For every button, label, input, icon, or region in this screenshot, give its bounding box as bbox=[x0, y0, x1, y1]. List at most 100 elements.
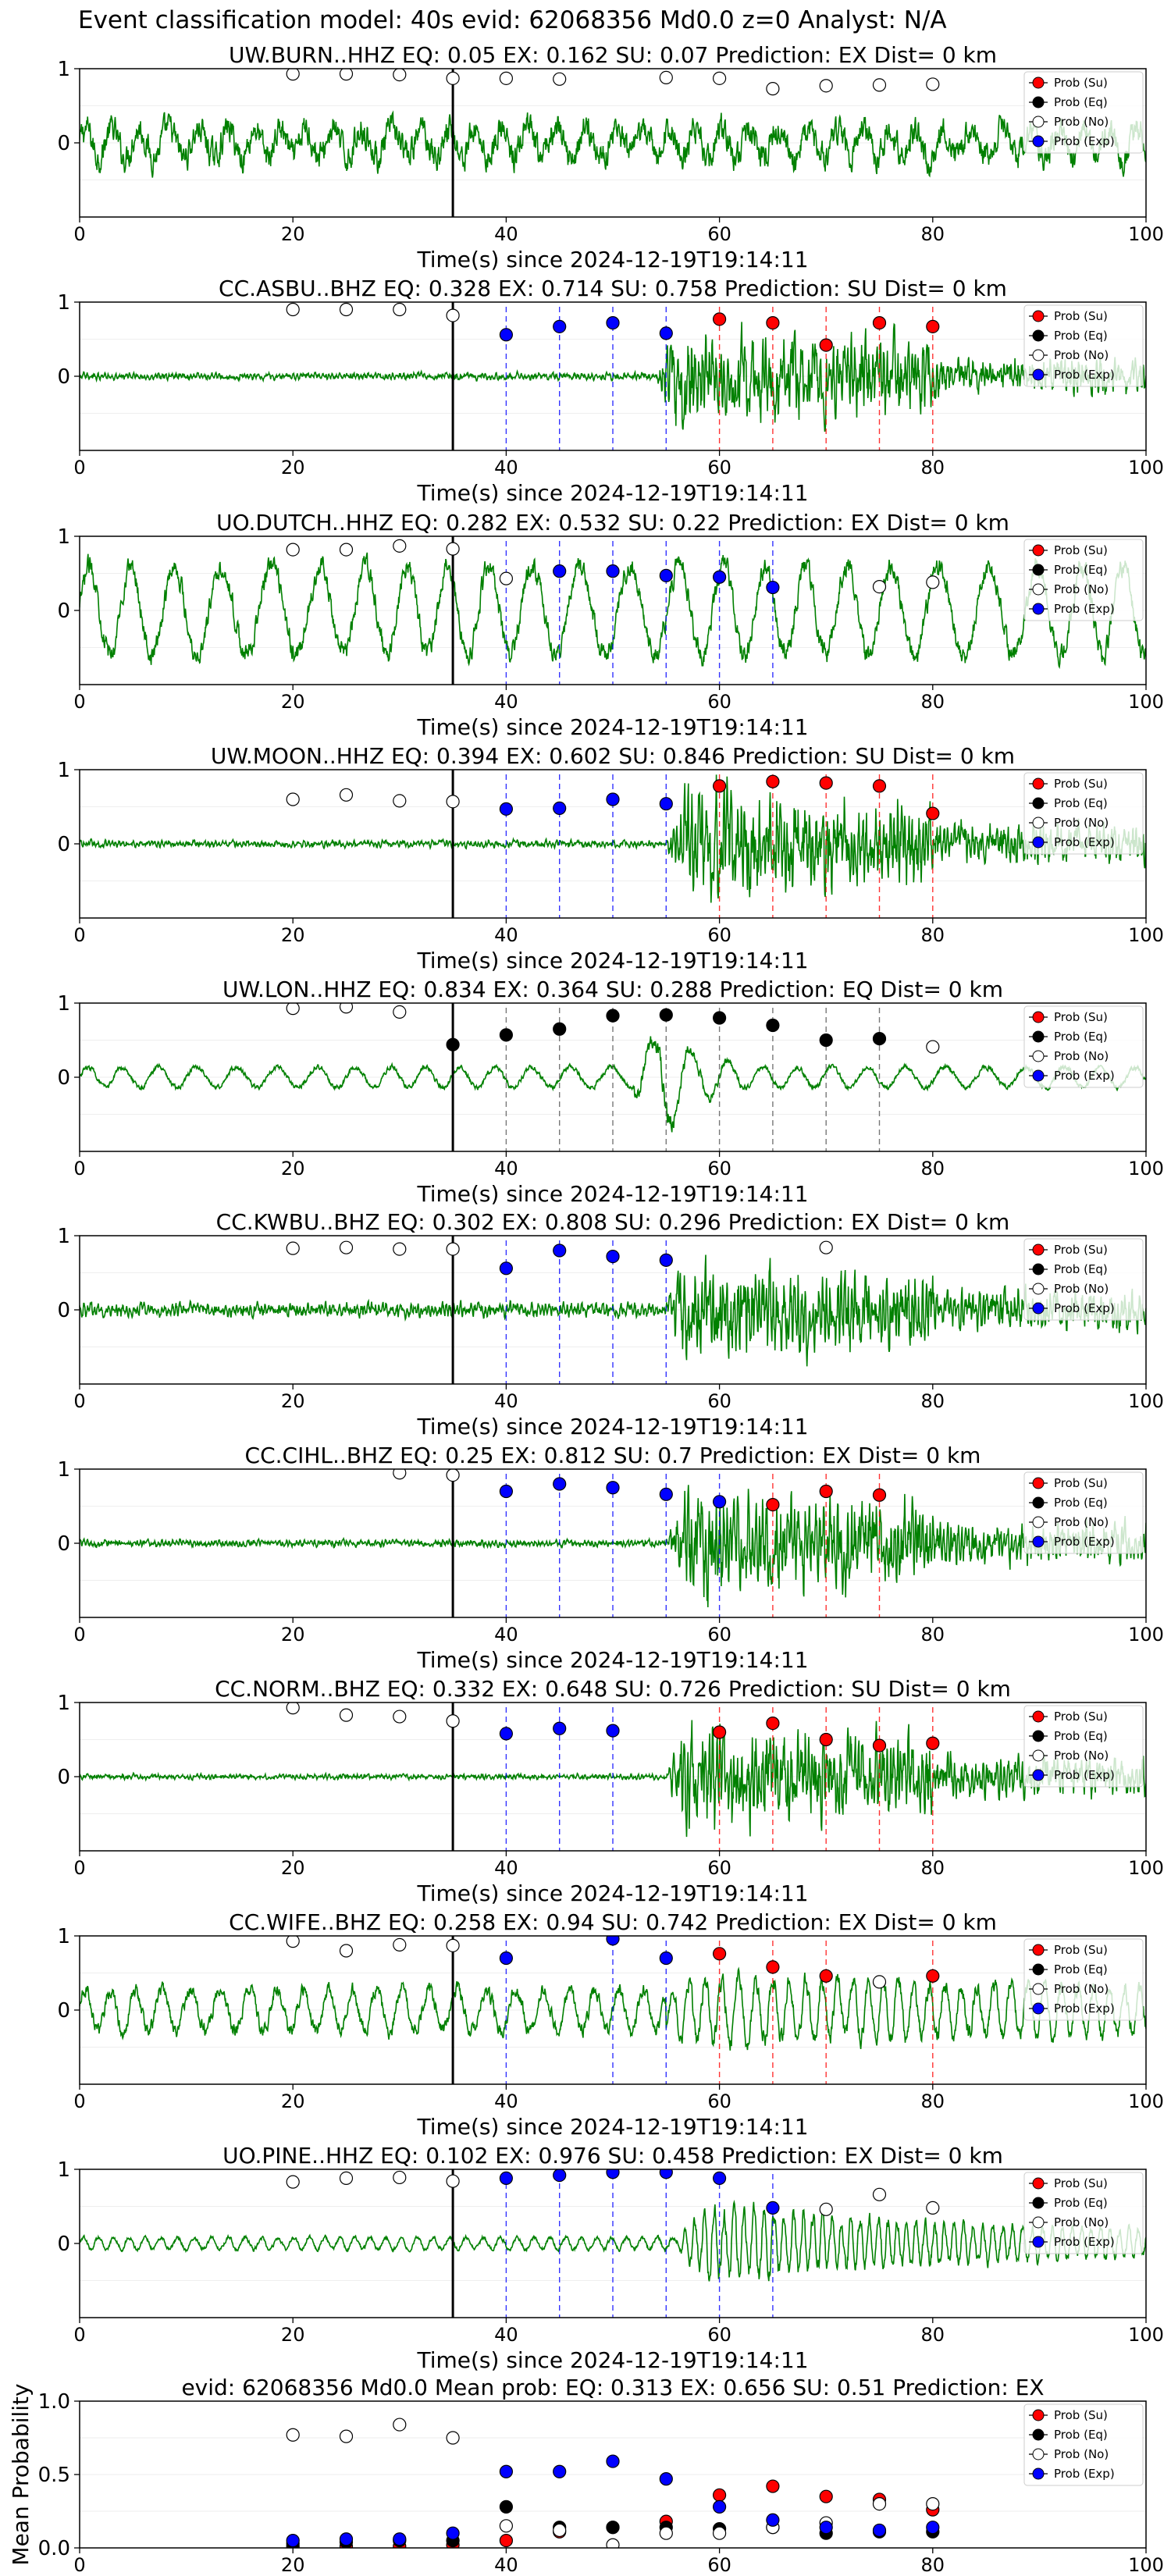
station-panel-5: 0 20 40 60 80 100 0 1 UW.LON..HHZ EQ: 0.834 EX: … bbox=[57, 977, 1163, 1207]
y-tick-label: 0 bbox=[57, 833, 70, 856]
prob-point-eq bbox=[712, 1011, 727, 1025]
prob-point-exp bbox=[659, 326, 673, 340]
prob-point-no bbox=[446, 2174, 460, 2188]
legend-label-no: Prob (No) bbox=[1054, 1049, 1109, 1063]
legend-box bbox=[1023, 2403, 1144, 2486]
legend-label-no: Prob (No) bbox=[1054, 2215, 1109, 2229]
prob-point-su bbox=[819, 1732, 833, 1747]
prob-point-no bbox=[393, 539, 407, 553]
legend-label-su: Prob (Su) bbox=[1054, 543, 1108, 557]
x-tick-label: 40 bbox=[494, 457, 518, 479]
x-tick-label: 80 bbox=[921, 457, 945, 479]
figure-suptitle: Event classification model: 40s evid: 62… bbox=[78, 6, 947, 34]
legend-marker-exp bbox=[1032, 1069, 1045, 1082]
plot-area bbox=[80, 770, 1146, 918]
prob-point-exp bbox=[766, 2201, 780, 2215]
legend-label-exp: Prob (Exp) bbox=[1054, 368, 1115, 382]
legend-label-eq: Prob (Eq) bbox=[1054, 796, 1108, 810]
prob-point-no bbox=[553, 2523, 567, 2538]
y-tick-label: 1 bbox=[57, 1925, 70, 1948]
legend-label-eq: Prob (Eq) bbox=[1054, 563, 1108, 577]
x-tick-label: 60 bbox=[707, 924, 731, 946]
x-tick-label: 100 bbox=[1128, 2554, 1164, 2576]
prob-point-exp bbox=[659, 2169, 673, 2179]
prob-point-su bbox=[819, 338, 833, 352]
legend-marker-exp bbox=[1032, 1302, 1045, 1315]
x-tick-label: 40 bbox=[494, 2090, 518, 2112]
legend-marker-su bbox=[1032, 1477, 1045, 1489]
prob-point-exp bbox=[393, 2532, 407, 2546]
prob-point-su bbox=[766, 1497, 780, 1512]
legend-box bbox=[1023, 772, 1144, 855]
prob-point-no bbox=[339, 69, 354, 81]
legend-box bbox=[1023, 1938, 1144, 2021]
legend-marker-exp bbox=[1032, 1535, 1045, 1548]
prob-point-exp bbox=[712, 2500, 727, 2514]
prob-point-eq bbox=[766, 1018, 780, 1033]
y-tick-label: 0 bbox=[57, 1299, 70, 1322]
prob-point-no bbox=[446, 542, 460, 556]
prob-point-su bbox=[712, 1725, 727, 1739]
prob-point-exp bbox=[712, 570, 727, 584]
prob-point-no bbox=[446, 1469, 460, 1482]
legend-marker-eq bbox=[1032, 1963, 1045, 1976]
legend-label-eq: Prob (Eq) bbox=[1054, 1496, 1108, 1510]
legend-marker-no bbox=[1032, 583, 1045, 596]
x-tick-label: 80 bbox=[921, 2090, 945, 2112]
prob-point-exp bbox=[712, 2171, 727, 2185]
legend-box bbox=[1023, 1238, 1144, 1321]
x-tick-label: 20 bbox=[281, 2090, 305, 2112]
prob-point-su bbox=[766, 1960, 780, 1974]
prob-point-no bbox=[339, 1944, 354, 1958]
prob-point-no bbox=[286, 1003, 300, 1016]
legend-marker-su bbox=[1032, 1944, 1045, 1956]
prob-point-no bbox=[499, 571, 514, 585]
prob-point-no bbox=[339, 543, 354, 557]
panel-title: CC.NORM..BHZ EQ: 0.332 EX: 0.648 SU: 0.7… bbox=[215, 1676, 1011, 1702]
x-tick-label: 20 bbox=[281, 691, 305, 713]
legend-label-eq: Prob (Eq) bbox=[1054, 1962, 1108, 1976]
legend-box bbox=[1023, 304, 1144, 387]
x-tick-label: 80 bbox=[921, 1624, 945, 1646]
x-tick-label: 40 bbox=[494, 2554, 518, 2576]
legend-marker-su bbox=[1032, 1710, 1045, 1723]
legend-marker-su bbox=[1032, 2409, 1045, 2421]
legend-box bbox=[1023, 1005, 1144, 1088]
prob-point-no bbox=[926, 2497, 940, 2511]
legend-label-exp: Prob (Exp) bbox=[1054, 602, 1115, 616]
panel-title: CC.KWBU..BHZ EQ: 0.302 EX: 0.808 SU: 0.2… bbox=[216, 1209, 1010, 1235]
prob-point-exp bbox=[553, 1244, 567, 1258]
legend-marker-su bbox=[1032, 2177, 1045, 2190]
legend-marker-su bbox=[1032, 76, 1045, 89]
prob-point-exp bbox=[659, 1487, 673, 1501]
prob-point-no bbox=[872, 2187, 887, 2201]
prob-point-exp bbox=[606, 1481, 620, 1495]
prob-point-no bbox=[393, 2170, 407, 2185]
x-tick-label: 80 bbox=[921, 1390, 945, 1412]
station-panel-9: 0 20 40 60 80 100 0 1 CC.WIFE..BHZ EQ: 0.258 EX:… bbox=[57, 1909, 1163, 2140]
x-axis-label: Time(s) since 2024-12-19T19:14:11 bbox=[416, 2347, 808, 2373]
prob-point-su bbox=[712, 1947, 727, 1961]
legend-marker-exp bbox=[1032, 836, 1045, 849]
prob-point-eq bbox=[606, 1009, 620, 1023]
prob-point-no bbox=[819, 79, 833, 93]
y-tick-label: 1 bbox=[57, 58, 70, 81]
prob-point-no bbox=[286, 792, 300, 806]
legend-marker-eq bbox=[1032, 1030, 1045, 1043]
prob-point-no bbox=[286, 2428, 300, 2442]
x-tick-label: 20 bbox=[281, 2554, 305, 2576]
legend-box bbox=[1023, 1471, 1144, 1554]
plot-area bbox=[80, 69, 1146, 217]
x-tick-label: 20 bbox=[281, 1158, 305, 1179]
legend-marker-eq bbox=[1032, 564, 1045, 576]
prob-point-exp bbox=[606, 1724, 620, 1738]
x-tick-label: 100 bbox=[1128, 457, 1164, 479]
y-tick-label: 1 bbox=[57, 1225, 70, 1248]
legend-marker-no bbox=[1032, 349, 1045, 361]
legend-label-no: Prob (No) bbox=[1054, 1282, 1109, 1296]
x-tick-label: 80 bbox=[921, 1857, 945, 1879]
legend-label-exp: Prob (Exp) bbox=[1054, 2001, 1115, 2016]
prob-point-exp bbox=[499, 1951, 514, 1966]
x-tick-label: 100 bbox=[1128, 1857, 1164, 1879]
